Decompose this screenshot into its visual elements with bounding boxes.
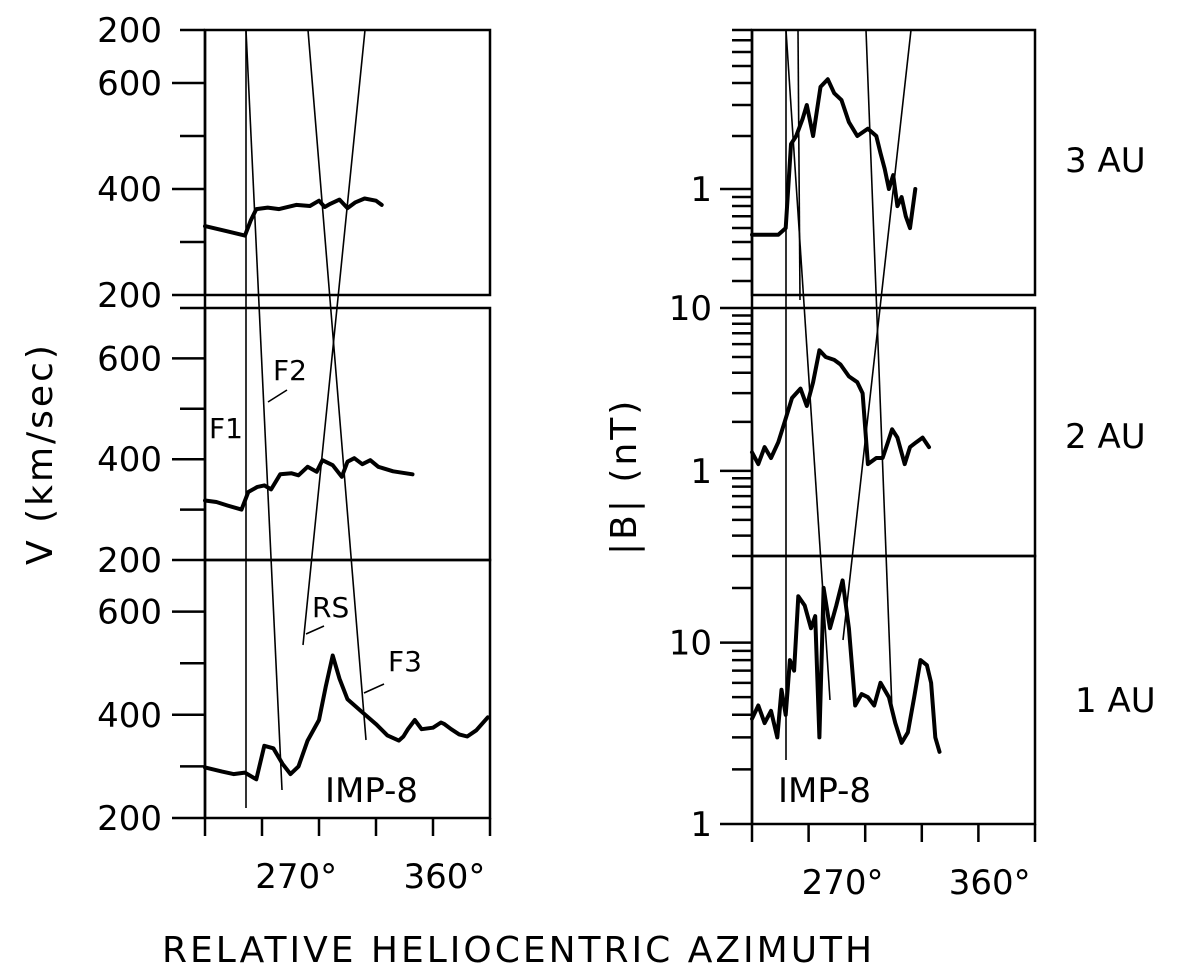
speed-series-1au bbox=[203, 653, 490, 782]
row-label-1au: 1 AU bbox=[1075, 681, 1156, 721]
field-imp8-label: IMP-8 bbox=[778, 771, 871, 811]
speed-y-tick-label: 200 bbox=[97, 276, 162, 316]
speed-y-axis: 200 400 600 200 400 600 200 400 600 200 bbox=[97, 11, 207, 839]
shock-path-line bbox=[797, 29, 801, 301]
annotation-rs: RS bbox=[312, 591, 349, 624]
annotation-arrow bbox=[363, 683, 385, 694]
field-x-tick-label: 360° bbox=[949, 863, 1031, 903]
field-y-tick-label: 10 bbox=[669, 289, 712, 329]
speed-y-tick-label: 200 bbox=[97, 541, 162, 581]
speed-x-axis: 270° 360° bbox=[203, 818, 492, 897]
speed-series-group bbox=[203, 196, 490, 782]
speed-panel bbox=[203, 28, 492, 820]
field-y-axis-label: |B| (nT) bbox=[604, 398, 645, 555]
speed-x-tick-label: 270° bbox=[255, 857, 337, 897]
field-series-1au bbox=[750, 578, 942, 754]
shock-path-line bbox=[245, 29, 283, 791]
field-x-tick-label: 270° bbox=[802, 863, 884, 903]
shock-trajectory-lines bbox=[245, 29, 912, 808]
annotation-arrow bbox=[267, 389, 288, 403]
speed-x-tick-label: 360° bbox=[403, 857, 485, 897]
field-series-3au bbox=[750, 77, 918, 237]
speed-y-tick-label: 600 bbox=[97, 64, 162, 104]
speed-y-tick-label: 400 bbox=[97, 440, 162, 480]
shock-path-line bbox=[307, 29, 367, 741]
speed-imp8-label: IMP-8 bbox=[325, 771, 418, 811]
field-series-2au bbox=[750, 348, 931, 467]
speed-y-tick-label: 600 bbox=[97, 339, 162, 379]
field-y-tick-label: 1 bbox=[690, 170, 712, 210]
row-label-3au: 3 AU bbox=[1065, 141, 1146, 181]
speed-series-3au bbox=[203, 196, 384, 238]
annotation-arrow bbox=[305, 625, 325, 635]
annotation-f3: F3 bbox=[388, 645, 422, 678]
field-x-axis: 270° 360° bbox=[750, 824, 1037, 903]
speed-y-tick-label: 400 bbox=[97, 170, 162, 210]
field-y-tick-label: 1 bbox=[690, 805, 712, 845]
field-series-group bbox=[750, 77, 942, 754]
row-label-2au: 2 AU bbox=[1065, 417, 1146, 457]
annotation-f2: F2 bbox=[273, 354, 307, 387]
shock-path-line bbox=[302, 29, 366, 646]
speed-y-tick-label: 200 bbox=[97, 799, 162, 839]
speed-y-tick-label: 200 bbox=[97, 11, 162, 51]
annotation-f1: F1 bbox=[209, 412, 243, 445]
speed-y-tick-label: 600 bbox=[97, 593, 162, 633]
shock-path-line bbox=[865, 29, 893, 711]
field-y-axis: 1 1 10 1 10 bbox=[669, 28, 754, 845]
field-y-tick-label: 1 bbox=[690, 452, 712, 492]
speed-series-2au bbox=[203, 456, 415, 512]
speed-y-tick-label: 400 bbox=[97, 696, 162, 736]
speed-y-axis-label: V (km/sec) bbox=[20, 342, 61, 565]
x-axis-label: RELATIVE HELIOCENTRIC AZIMUTH bbox=[162, 930, 875, 971]
field-y-tick-label: 10 bbox=[669, 624, 712, 664]
